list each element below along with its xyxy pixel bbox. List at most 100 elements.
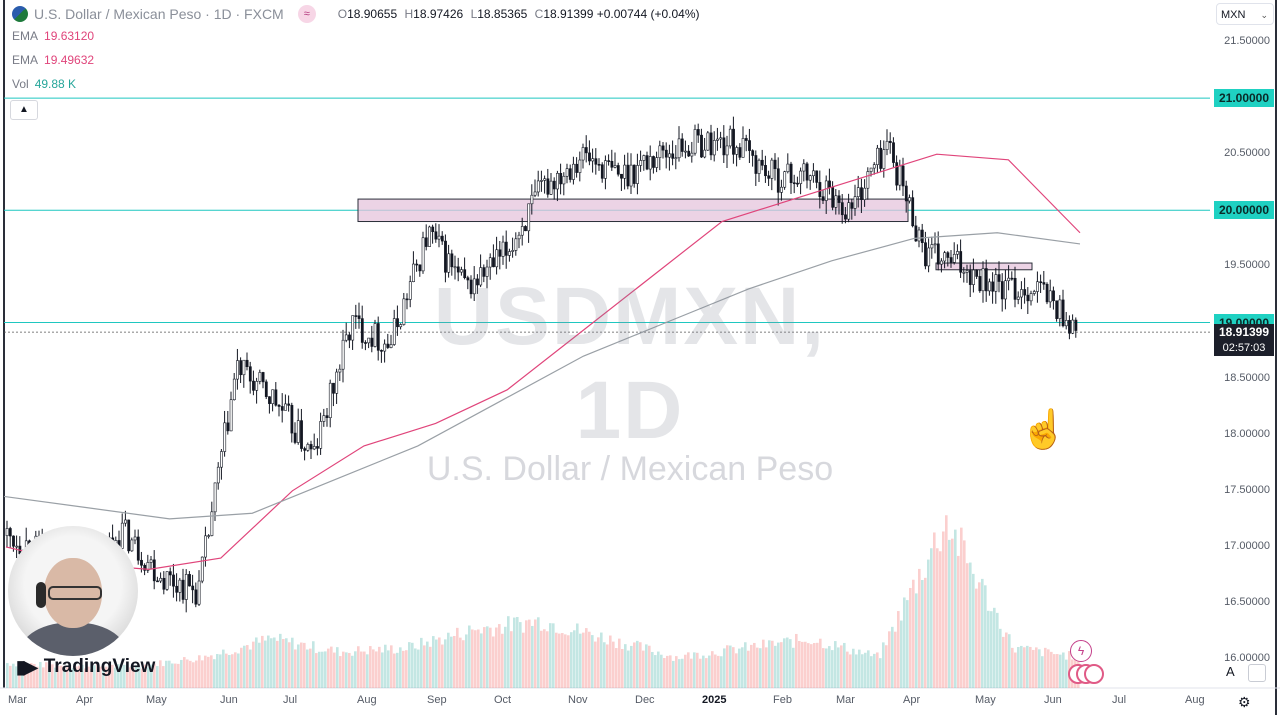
candle-body bbox=[447, 253, 451, 273]
volume-bar bbox=[939, 551, 942, 688]
time-axis-label: Oct bbox=[494, 694, 512, 706]
candle-body bbox=[904, 185, 908, 202]
volume-bar bbox=[276, 640, 279, 688]
volume-bar bbox=[873, 653, 876, 688]
candle-body bbox=[773, 159, 777, 170]
candle-body bbox=[188, 574, 191, 587]
candle-body bbox=[735, 147, 739, 155]
candle-body bbox=[962, 271, 966, 274]
events-icon[interactable] bbox=[1068, 664, 1104, 684]
volume-bar bbox=[402, 650, 405, 688]
volume-bar bbox=[582, 632, 585, 688]
volume-bar bbox=[783, 638, 786, 688]
indicator-ema-slow[interactable]: EMA 19.49632 bbox=[12, 53, 95, 67]
volume-bar bbox=[564, 634, 567, 688]
settings-gear-icon[interactable]: ⚙ bbox=[1238, 694, 1251, 710]
candle-body bbox=[332, 382, 335, 394]
candle-body bbox=[898, 165, 902, 186]
last-price-tag: 18.91399 02:57:03 bbox=[1214, 324, 1274, 356]
volume-bar bbox=[192, 662, 195, 688]
volume-bar bbox=[813, 643, 816, 688]
log-scale-button[interactable] bbox=[1248, 664, 1266, 682]
volume-bar bbox=[978, 582, 981, 688]
candle-body bbox=[127, 519, 131, 552]
candle-body bbox=[508, 251, 511, 256]
volume-bar bbox=[879, 658, 882, 688]
auto-scale-button[interactable]: A bbox=[1226, 664, 1235, 679]
candle-body bbox=[396, 318, 399, 328]
candle-body bbox=[716, 138, 719, 141]
volume-bar bbox=[21, 665, 24, 688]
candle-body bbox=[421, 237, 425, 272]
volume-bar bbox=[549, 623, 552, 688]
price-axis-label: 17.00000 bbox=[1224, 539, 1270, 552]
candle-body bbox=[149, 559, 153, 563]
price-axis-label: 21.00000 bbox=[1214, 89, 1274, 108]
candle-body bbox=[642, 155, 646, 161]
candle-body bbox=[287, 403, 291, 406]
candle-body bbox=[495, 249, 499, 268]
candle-body bbox=[463, 269, 467, 279]
volume-bar bbox=[36, 666, 39, 688]
volume-bar bbox=[708, 655, 711, 688]
volume-bar bbox=[870, 656, 873, 688]
candle-body bbox=[472, 278, 476, 295]
candle-body bbox=[696, 129, 700, 136]
time-axis-label: Jun bbox=[1044, 694, 1062, 706]
volume-bar bbox=[345, 652, 348, 688]
volume-bar bbox=[825, 648, 828, 688]
volume-bar bbox=[165, 660, 168, 688]
indicator-volume[interactable]: Vol 49.88 K bbox=[12, 77, 77, 91]
candle-body bbox=[616, 165, 620, 175]
candle-body bbox=[632, 164, 636, 184]
candle-body bbox=[712, 140, 716, 156]
volume-bar bbox=[264, 640, 267, 688]
volume-bar bbox=[114, 667, 117, 688]
symbol-title[interactable]: U.S. Dollar / Mexican Peso · 1D · FXCM bbox=[34, 6, 284, 22]
candle-body bbox=[133, 536, 137, 541]
candle-body bbox=[924, 242, 927, 267]
candle-body bbox=[431, 226, 435, 233]
volume-bar bbox=[501, 633, 504, 688]
candle-body bbox=[412, 263, 415, 282]
collapse-legend-button[interactable]: ▲ bbox=[10, 100, 38, 120]
indicator-ema-fast[interactable]: EMA 19.63120 bbox=[12, 29, 95, 43]
volume-bar bbox=[63, 668, 66, 688]
volume-bar bbox=[729, 645, 732, 688]
volume-bar bbox=[162, 666, 165, 688]
candle-body bbox=[748, 140, 751, 151]
candle-body bbox=[776, 168, 780, 193]
tradingview-logo[interactable]: ▮▶ TradingView bbox=[16, 656, 156, 677]
tv-logo-icon: ▮▶ bbox=[16, 656, 38, 677]
candle-body bbox=[440, 235, 444, 242]
candle-body bbox=[578, 159, 582, 173]
candle-body bbox=[1055, 300, 1059, 319]
volume-bar bbox=[618, 638, 621, 688]
candle-body bbox=[562, 175, 566, 185]
candle-body bbox=[351, 315, 355, 341]
volume-bar bbox=[624, 644, 627, 688]
volume-bar bbox=[1044, 647, 1047, 688]
volume-bar bbox=[108, 667, 111, 688]
candle-body bbox=[373, 323, 377, 347]
candle-body bbox=[1042, 282, 1046, 285]
candle-body bbox=[952, 253, 956, 263]
volume-bar bbox=[786, 637, 789, 688]
candle-body bbox=[956, 251, 959, 255]
currency-select[interactable]: MXN ⌄ bbox=[1216, 3, 1274, 25]
volume-bar bbox=[342, 651, 345, 688]
wave-icon[interactable]: ≈ bbox=[297, 5, 316, 23]
candle-body bbox=[760, 159, 764, 166]
volume-bar bbox=[684, 654, 687, 688]
candle-body bbox=[5, 528, 9, 536]
volume-bar bbox=[294, 649, 297, 688]
volume-bar bbox=[408, 642, 411, 688]
candle-body bbox=[408, 281, 412, 300]
candle-body bbox=[434, 231, 438, 240]
volume-bar bbox=[810, 644, 813, 688]
candle-body bbox=[728, 128, 732, 147]
volume-bar bbox=[399, 647, 402, 688]
lightning-icon[interactable]: ϟ bbox=[1070, 640, 1092, 662]
candle-body bbox=[140, 559, 143, 566]
